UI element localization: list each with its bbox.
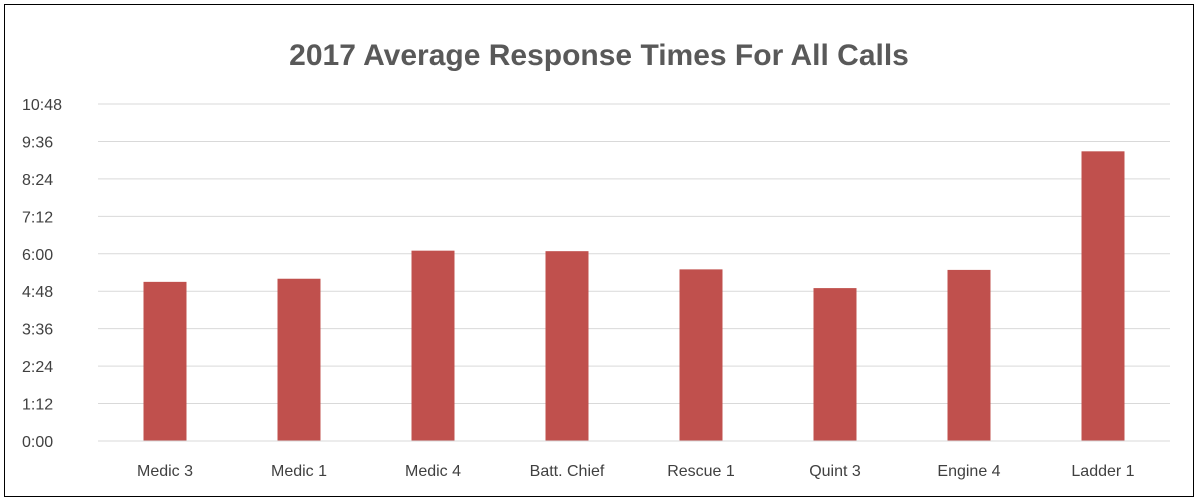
y-tick-label: 0:00 bbox=[22, 434, 53, 451]
x-tick-label: Medic 4 bbox=[405, 463, 461, 480]
x-tick-label: Ladder 1 bbox=[1071, 463, 1134, 480]
y-tick-label: 6:00 bbox=[22, 247, 53, 264]
x-tick-label: Batt. Chief bbox=[530, 463, 605, 480]
x-tick-label: Rescue 1 bbox=[667, 463, 735, 480]
x-tick-label: Medic 3 bbox=[137, 463, 193, 480]
y-tick-label: 9:36 bbox=[22, 134, 53, 151]
x-tick-label: Engine 4 bbox=[937, 463, 1000, 480]
y-tick-label: 4:48 bbox=[22, 284, 53, 301]
bar bbox=[679, 269, 723, 441]
bar bbox=[143, 281, 187, 441]
bar bbox=[1081, 151, 1125, 441]
x-tick-label: Quint 3 bbox=[809, 463, 861, 480]
chart-frame: 2017 Average Response Times For All Call… bbox=[4, 4, 1194, 497]
chart-title: 2017 Average Response Times For All Call… bbox=[289, 39, 909, 72]
bar bbox=[545, 251, 589, 441]
y-tick-label: 2:24 bbox=[22, 359, 53, 376]
bar bbox=[411, 250, 455, 441]
y-tick-label: 7:12 bbox=[22, 209, 53, 226]
y-tick-label: 10:48 bbox=[22, 97, 62, 114]
y-tick-label: 8:24 bbox=[22, 172, 53, 189]
y-tick-label: 3:36 bbox=[22, 322, 53, 339]
x-tick-label: Medic 1 bbox=[271, 463, 327, 480]
bar bbox=[813, 288, 857, 441]
y-tick-label: 1:12 bbox=[22, 397, 53, 414]
bar bbox=[947, 269, 991, 441]
bar bbox=[277, 278, 321, 441]
